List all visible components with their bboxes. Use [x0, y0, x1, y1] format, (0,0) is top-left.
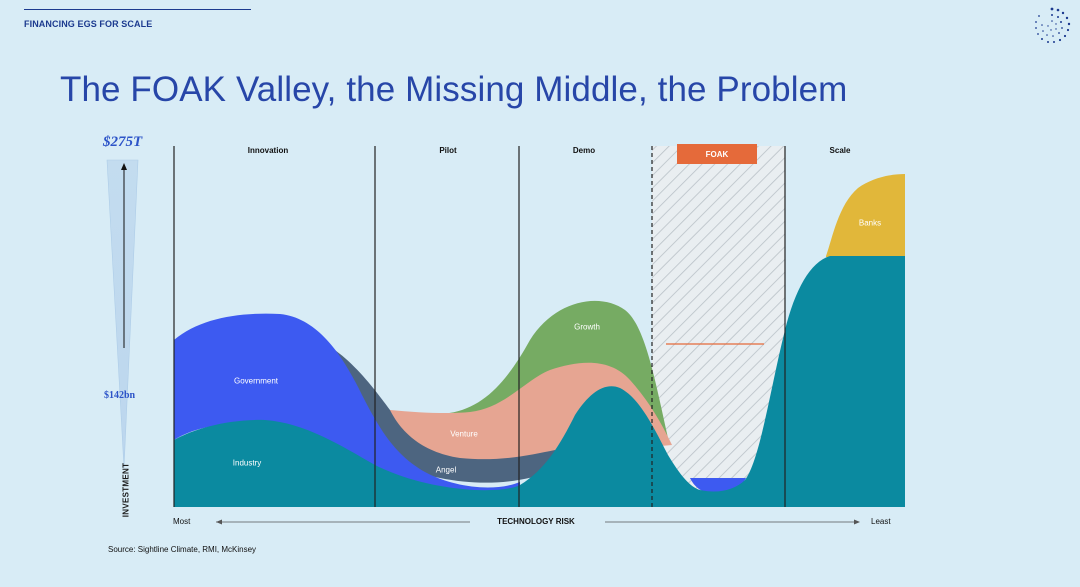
x-axis-most: Most	[173, 517, 191, 526]
x-axis-title: TECHNOLOGY RISK	[497, 517, 575, 526]
label-government: Government	[233, 376, 279, 386]
stage-demo: Demo	[572, 146, 596, 155]
investment-scale-wedge	[106, 159, 139, 469]
industry-area	[174, 256, 905, 507]
x-axis-least: Least	[871, 517, 891, 526]
page-title: The FOAK Valley, the Missing Middle, the…	[60, 70, 848, 109]
scale-mid-value: $142bn	[104, 390, 136, 401]
label-angel: Angel	[435, 465, 457, 475]
stage-pilot: Pilot	[439, 146, 457, 155]
government-area	[174, 313, 520, 497]
source-note: Source: Sightline Climate, RMI, McKinsey	[108, 545, 257, 554]
scale-top-value: $275T	[103, 134, 143, 150]
logo-icon	[1035, 7, 1071, 43]
banks-area	[826, 174, 905, 257]
label-venture: Venture	[450, 429, 478, 439]
label-industry: Industry	[232, 458, 262, 468]
label-growth: Growth	[574, 322, 600, 332]
label-banks: Banks	[858, 218, 882, 228]
stage-innovation: Innovation	[247, 146, 289, 155]
risk-axis-left-head	[216, 519, 222, 525]
header-rule	[24, 9, 251, 10]
stage-foak-tag: FOAK	[677, 144, 757, 164]
investment-axis-label: INVESTMENT	[121, 462, 131, 518]
investment-arrow-head	[121, 163, 127, 170]
risk-axis-right-head	[854, 519, 860, 525]
section-label: FINANCING EGS FOR SCALE	[24, 19, 153, 29]
stage-scale: Scale	[829, 146, 851, 155]
